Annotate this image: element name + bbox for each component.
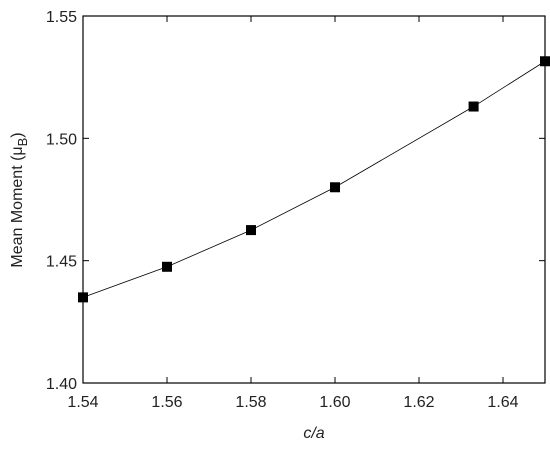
x-axis-label: c/a xyxy=(303,425,324,442)
marker xyxy=(78,292,88,303)
y-tick-label: 1.45 xyxy=(46,254,77,271)
x-tick-label: 1.58 xyxy=(235,394,266,411)
marker xyxy=(246,225,256,236)
marker xyxy=(540,56,550,67)
y-label-end: ) xyxy=(9,132,26,137)
marker xyxy=(468,101,479,112)
series-line xyxy=(82,60,546,298)
y-tick-label: 1.55 xyxy=(46,9,77,26)
y-tick-label: 1.40 xyxy=(46,376,77,393)
x-tick-label: 1.64 xyxy=(487,394,518,411)
y-label-main: Mean Moment (μ xyxy=(9,146,26,267)
plot-frame xyxy=(82,15,546,384)
marker xyxy=(162,261,172,272)
y-label-sub: B xyxy=(15,138,30,147)
x-tick-label: 1.60 xyxy=(319,394,350,411)
x-tick-label: 1.54 xyxy=(67,394,98,411)
x-tick-label: 1.62 xyxy=(403,394,434,411)
marker xyxy=(330,182,340,193)
y-tick-label: 1.50 xyxy=(46,131,77,148)
x-tick-label: 1.56 xyxy=(151,394,182,411)
y-axis-label: Mean Moment (μB) xyxy=(9,132,30,267)
